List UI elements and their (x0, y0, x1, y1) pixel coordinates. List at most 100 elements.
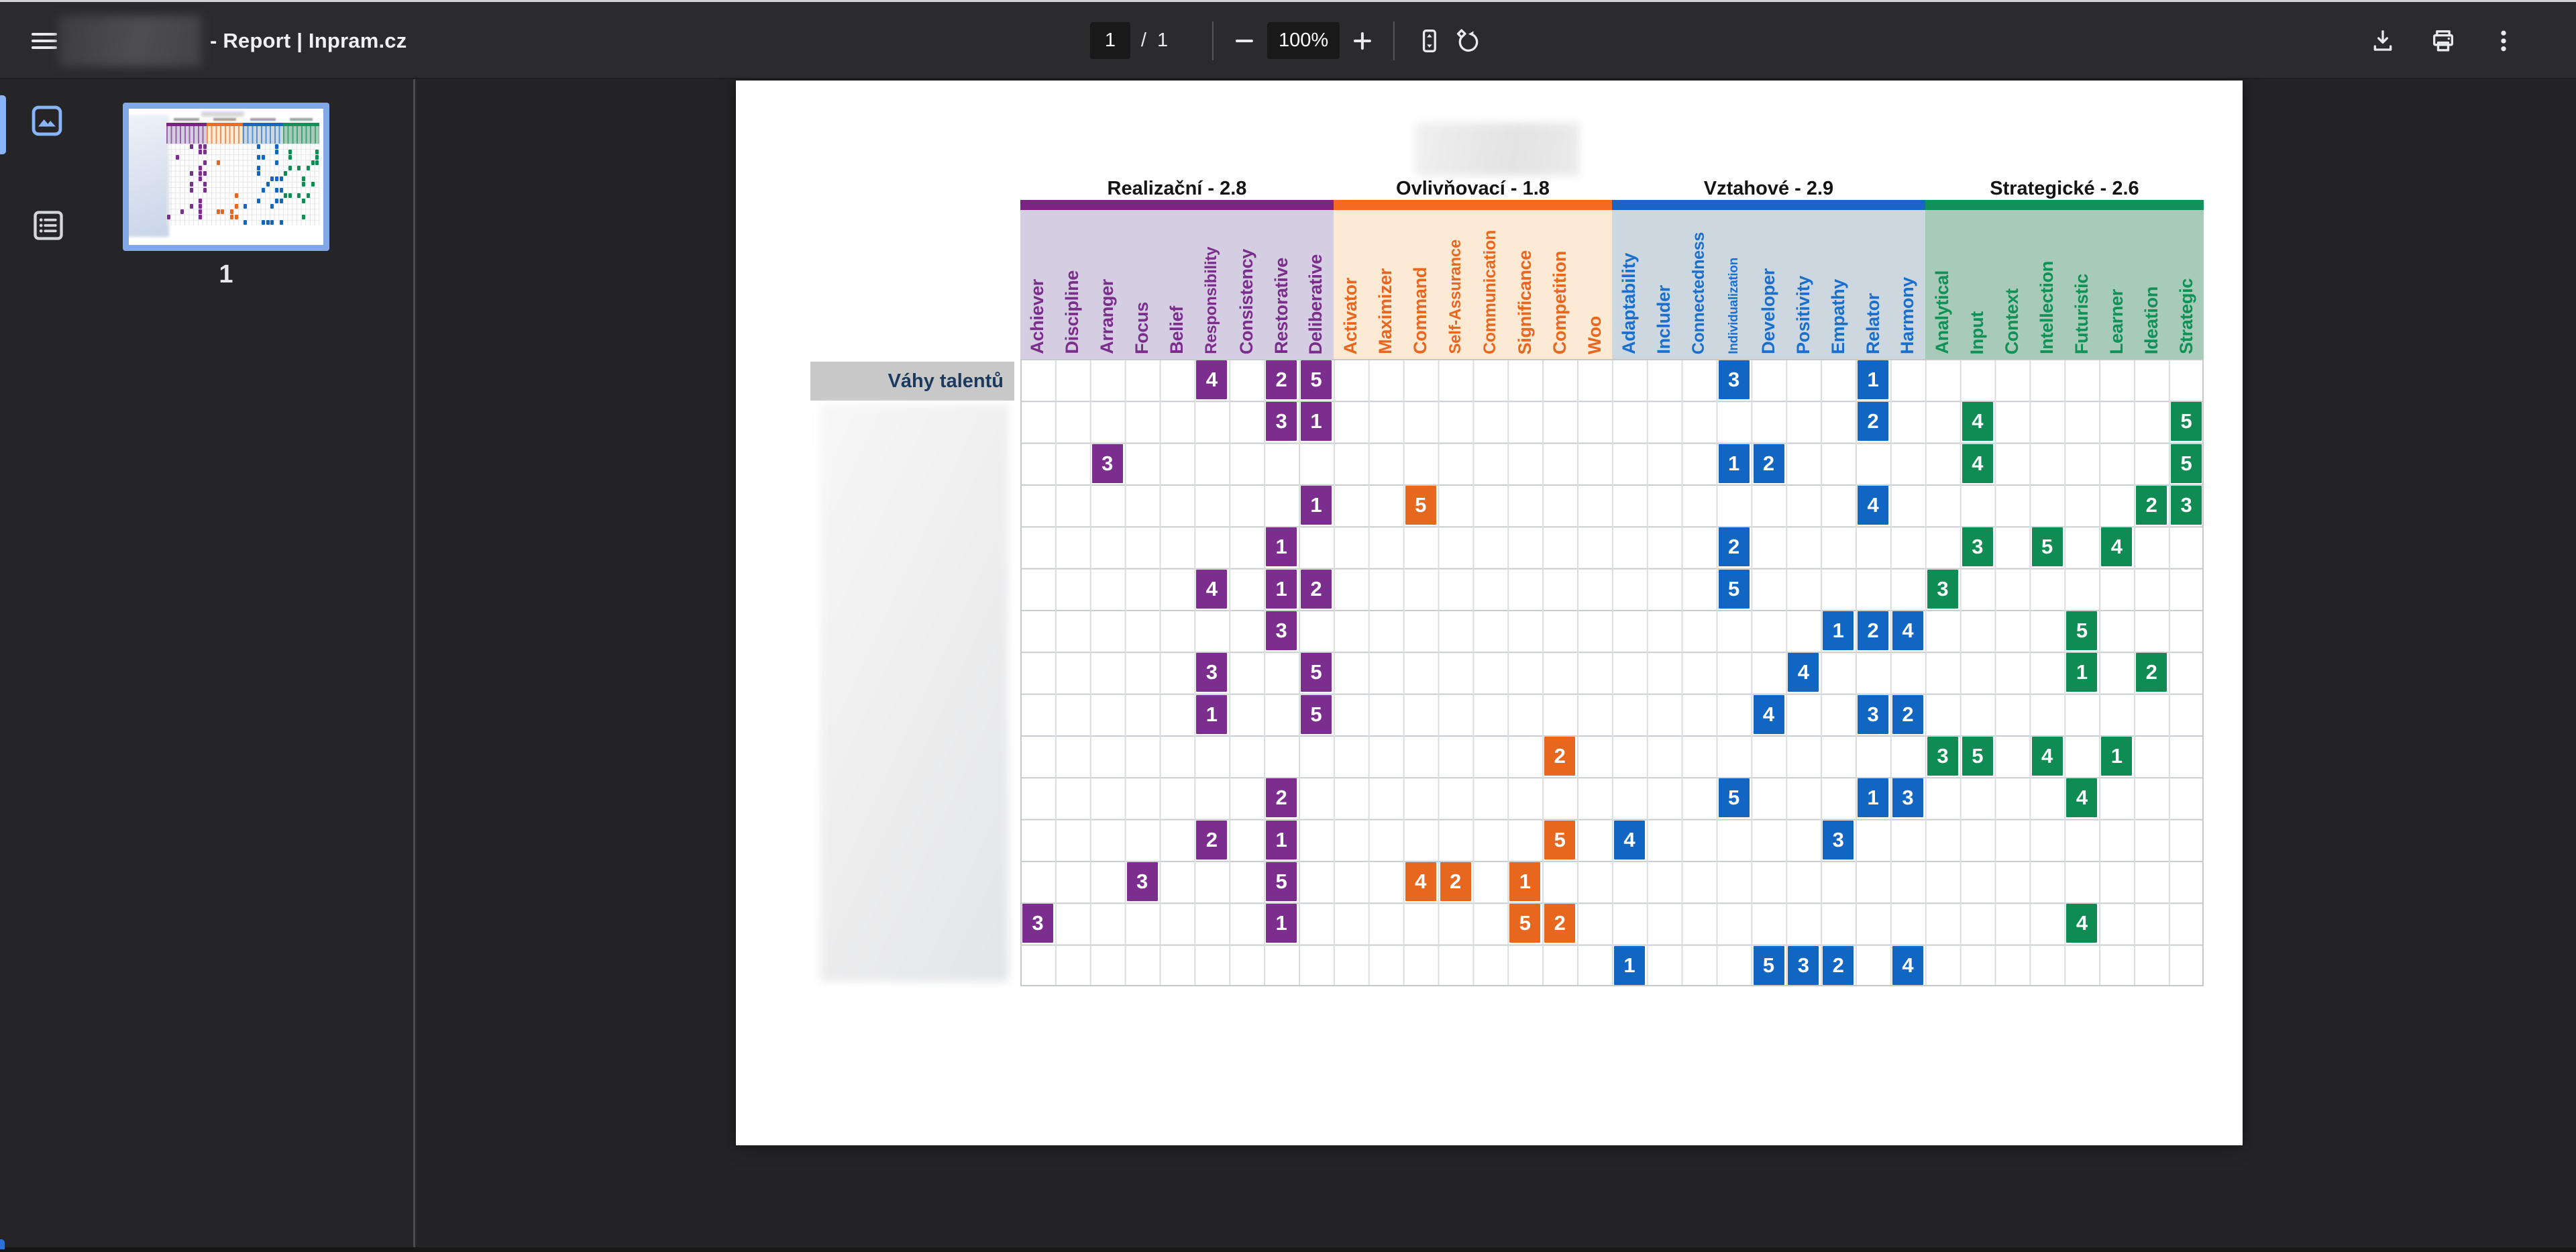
menu-button[interactable] (25, 22, 63, 60)
thumbnail-cell-dot (274, 149, 278, 154)
thumbnail-cell-dot (229, 215, 233, 220)
download-button[interactable] (2364, 22, 2402, 60)
thumbnail-cell-dot (279, 176, 283, 182)
thumbnail-cell-dot (189, 203, 193, 209)
thumbnail-group-title-dash (250, 118, 276, 121)
thumbnail-cell-dot (198, 171, 202, 176)
zoom-level-input[interactable]: 100% (1267, 22, 1340, 59)
column-slot: Harmony (1890, 210, 1925, 359)
print-icon (2433, 30, 2453, 52)
column-slot: Futuristic (2064, 210, 2099, 359)
pdf-toolbar: - Report | Inpram.cz 1 / 1 100% (0, 2, 2576, 79)
thumbnail-page-preview (129, 109, 323, 245)
redacted-row-names (820, 405, 1008, 982)
thumbnails-panel-button[interactable] (30, 103, 64, 140)
talent-rank-cell: 4 (1614, 820, 1645, 859)
thumbnail-cell-dot (284, 193, 288, 198)
thumbnail-cell-dot (274, 144, 278, 149)
talent-rank-cell: 2 (1301, 569, 1332, 609)
column-label: Includer (1654, 285, 1674, 354)
fit-page-button[interactable] (1411, 22, 1448, 60)
outline-panel-button[interactable] (31, 208, 66, 245)
thumbnail-group-band (243, 126, 284, 144)
thumbnail-cell-dot (203, 171, 207, 176)
column-slot: Strategic (2169, 210, 2204, 359)
thumbnail-group-bar (166, 123, 207, 126)
page-number-input[interactable]: 1 (1089, 22, 1130, 59)
talent-rank-cell: 4 (1753, 694, 1784, 734)
column-slot: Intellection (2030, 210, 2065, 359)
column-slot: Focus (1125, 210, 1160, 359)
thumbnail-table-grid (166, 144, 319, 225)
thumbnail-cell-dot (302, 198, 306, 203)
talent-rank-cell: 3 (1927, 737, 1958, 776)
print-button[interactable] (2424, 22, 2462, 60)
talent-group-1: Realizační - 2.8 Achiever Discipline Arrang… (1020, 178, 1334, 359)
rotate-button[interactable] (1448, 22, 1486, 60)
thumbnail-cell-dot (279, 187, 283, 193)
column-label: Futuristic (2071, 273, 2092, 354)
hamburger-icon (32, 29, 57, 52)
thumbnail-cell-dot (234, 203, 238, 209)
column-slot: Restorative (1264, 210, 1299, 359)
zoom-out-button[interactable] (1230, 22, 1259, 60)
talent-rank-cell: 3 (1196, 653, 1228, 692)
talent-rank-cell: 5 (1962, 737, 1993, 776)
redacted-report-title (1415, 123, 1579, 176)
talent-rank-cell: 3 (1823, 820, 1854, 859)
thumbnail-cell-dot (274, 198, 278, 203)
column-label: Command (1410, 267, 1431, 354)
column-slot: Analytical (1925, 210, 1960, 359)
talent-rank-cell: 4 (2031, 737, 2063, 776)
talent-rank-cell: 5 (1718, 569, 1750, 609)
column-slot: Context (1995, 210, 2030, 359)
column-label: Adaptability (1619, 253, 1640, 354)
talent-rank-cell: 4 (1962, 402, 1993, 441)
talent-rank-cell: 5 (2171, 402, 2202, 441)
toolbar-separator (1393, 21, 1395, 60)
thumbnail-cell-dot (279, 220, 283, 225)
talent-rank-cell: 3 (1266, 611, 1297, 650)
column-slot: Woo (1577, 210, 1612, 359)
zoom-in-button[interactable] (1348, 22, 1377, 60)
page-1-thumbnail[interactable] (123, 103, 329, 251)
column-slot: Positivity (1786, 210, 1821, 359)
thumbnail-cell-dot (257, 144, 261, 149)
thumbnail-cell-dot (257, 198, 261, 203)
thumbnail-group-band (207, 126, 243, 144)
talent-rank-cell: 5 (1509, 904, 1541, 943)
talent-rank-cell: 1 (1718, 444, 1750, 483)
talent-rank-cell: 5 (2171, 444, 2202, 483)
group-color-bar (1020, 200, 1334, 210)
column-label: Connectedness (1689, 231, 1709, 354)
thumbnail-cell-dot (203, 182, 207, 187)
column-slot: Arranger (1090, 210, 1125, 359)
more-vertical-icon (2501, 30, 2506, 51)
column-label: Competition (1549, 250, 1570, 354)
talent-rank-cell: 3 (1962, 527, 1993, 567)
thumbnail-cell-dot (288, 149, 292, 154)
thumbnail-cell-dot (198, 209, 202, 215)
column-label: Relator (1862, 293, 1883, 354)
group-label-band: Activator Maximizer Command Self-Assurance C… (1333, 210, 1612, 359)
thumbnail-cell-dot (203, 187, 207, 193)
column-label: Learner (2106, 289, 2127, 354)
talent-rank-cell: 4 (1196, 569, 1228, 609)
talent-rank-cell: 1 (1823, 611, 1854, 650)
thumbnail-cell-dot (302, 182, 306, 187)
minus-icon (1236, 39, 1254, 42)
thumbnail-table-header (166, 118, 319, 144)
more-options-button[interactable] (2485, 22, 2522, 60)
thumbnail-cell-dot (311, 160, 315, 165)
column-slot: Self-Assurance (1438, 210, 1473, 359)
talent-rank-cell: 2 (1858, 402, 1889, 441)
thumbnails-panel-icon (32, 105, 62, 136)
talent-rank-cell: 3 (1858, 694, 1889, 734)
column-slot: Relator (1856, 210, 1890, 359)
column-slot: Activator (1334, 210, 1368, 359)
column-label: Analytical (1932, 270, 1953, 354)
thumbnail-cell-dot (203, 160, 207, 165)
talent-rank-cell: 5 (1301, 694, 1332, 734)
talent-rank-cell: 3 (1266, 402, 1297, 441)
